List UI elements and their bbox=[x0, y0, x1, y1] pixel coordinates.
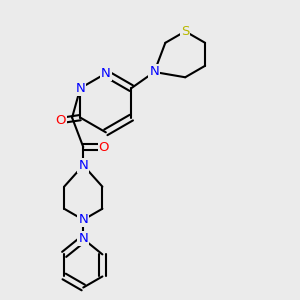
Text: N: N bbox=[78, 159, 88, 172]
Text: N: N bbox=[101, 67, 111, 80]
Text: S: S bbox=[181, 25, 189, 38]
Text: N: N bbox=[78, 213, 88, 226]
Text: O: O bbox=[99, 141, 109, 154]
Text: N: N bbox=[76, 82, 85, 95]
Text: O: O bbox=[55, 114, 66, 127]
Text: N: N bbox=[78, 232, 88, 245]
Text: N: N bbox=[149, 65, 159, 79]
